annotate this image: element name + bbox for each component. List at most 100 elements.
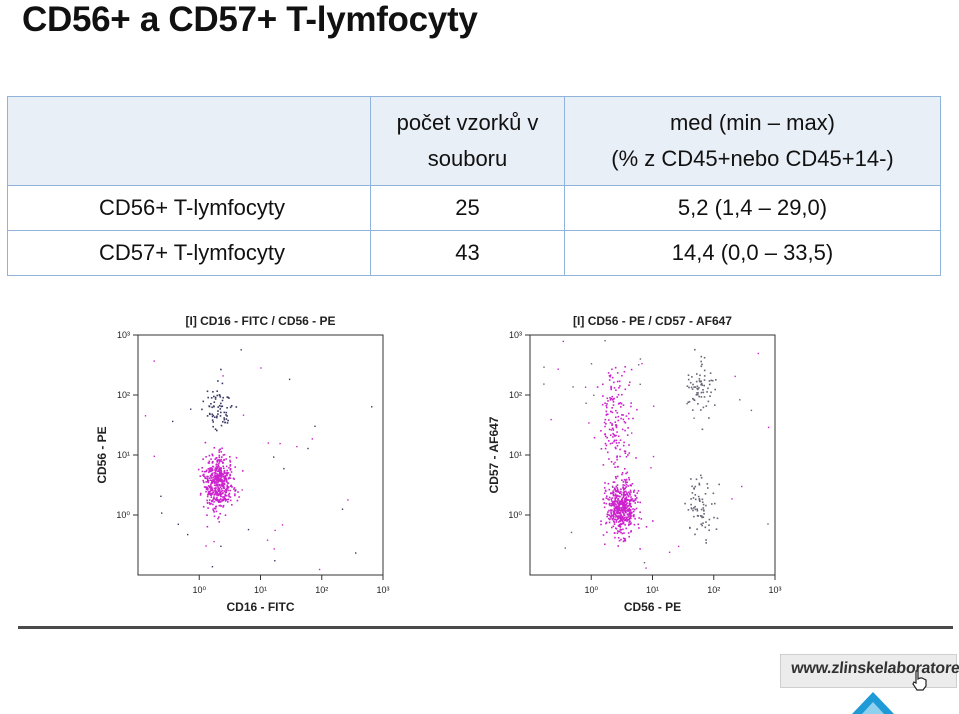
data-point [222,454,225,456]
data-point [621,519,623,521]
data-point [621,509,624,512]
data-point [610,492,612,494]
data-point [226,473,228,475]
data-point [208,460,211,463]
data-point [619,448,621,451]
data-point [187,533,189,536]
data-point [620,538,622,541]
data-point [234,466,236,468]
website-link[interactable]: www.zlinskelaboratore.cz [780,654,959,691]
data-point [214,487,216,490]
data-point [226,487,229,489]
data-point [617,498,620,500]
data-point [203,473,205,476]
data-point [266,539,269,541]
data-point [616,458,618,461]
data-point [718,483,720,486]
data-point [226,422,229,424]
data-point [612,500,615,503]
data-point [225,480,228,483]
data-point [715,379,717,381]
data-point [221,499,223,502]
data-point [153,455,155,457]
data-point [617,517,620,520]
data-point [625,483,628,486]
data-point [630,498,632,500]
data-point [695,380,698,383]
data-point [225,490,228,493]
data-point [627,495,630,498]
data-point [210,486,212,488]
data-point [218,404,221,407]
data-point [610,512,612,515]
data-point [226,474,228,477]
data-point [622,486,624,489]
data-point [622,540,625,543]
data-point [218,488,220,491]
chevron-up-icon[interactable] [852,690,894,714]
data-point [622,495,625,497]
data-point [221,405,224,407]
data-point [609,397,611,399]
data-point [219,504,221,507]
data-point [207,462,210,464]
data-point [635,507,638,510]
data-point [603,421,606,424]
data-point [216,466,219,468]
data-point [629,489,632,492]
data-point [210,496,213,498]
data-point [608,521,611,524]
website-link-text[interactable]: www.zlinskelaboratore.cz [790,660,959,677]
data-point [610,410,612,413]
data-point [624,481,627,484]
data-point [610,429,612,431]
data-point [216,394,219,397]
data-point [620,509,623,512]
data-point [608,375,611,377]
data-point [216,470,219,473]
data-point [616,487,618,489]
data-point [215,506,217,508]
data-point [224,489,227,491]
data-point [677,545,680,548]
data-point [629,504,631,506]
data-point [608,509,610,512]
data-point [610,385,612,388]
data-point [627,532,630,534]
data-point [210,502,212,505]
data-point [621,473,623,476]
data-point [211,566,214,568]
data-point [623,518,625,520]
data-point [609,509,612,511]
data-point [224,479,226,481]
data-point [605,414,608,416]
data-point [625,490,627,493]
data-point [216,429,218,432]
data-point [697,392,699,394]
data-point [227,501,229,503]
data-point [190,408,192,410]
data-point [696,514,699,517]
data-point [205,470,207,473]
data-point [624,507,627,509]
data-point [204,441,207,444]
data-point [608,517,610,520]
data-point [610,498,613,500]
data-point [218,465,220,468]
data-point [212,391,214,393]
data-point [701,501,704,503]
data-point [229,469,232,471]
data-point [201,408,203,411]
data-point [691,492,694,494]
data-point [602,383,604,386]
data-point [214,470,217,472]
data-point [211,488,213,490]
data-point [216,474,219,477]
data-point [607,511,609,513]
data-point [585,402,587,404]
data-point [622,537,625,540]
data-point [617,419,620,422]
data-point [217,485,219,488]
data-point [628,502,631,504]
data-point [611,501,614,503]
